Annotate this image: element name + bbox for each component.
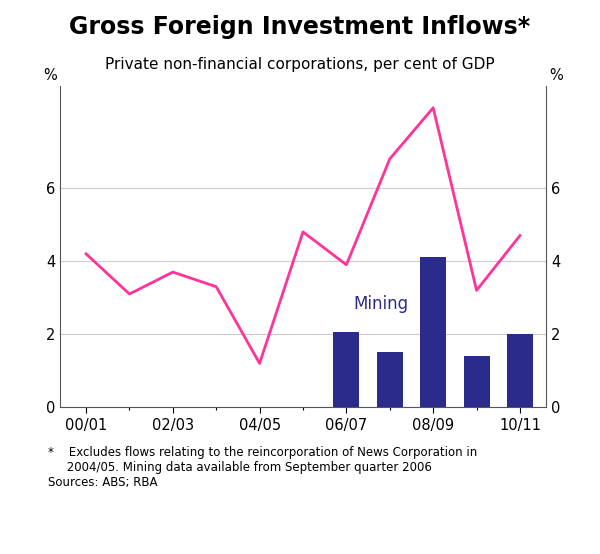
Bar [464, 356, 490, 407]
Bar [377, 352, 403, 407]
Bar [334, 332, 359, 407]
Text: Mining: Mining [353, 295, 408, 312]
Text: %: % [43, 68, 57, 83]
Text: Gross Foreign Investment Inflows*: Gross Foreign Investment Inflows* [70, 15, 530, 39]
Text: %: % [549, 68, 563, 83]
Text: *    Excludes flows relating to the reincorporation of News Corporation in
     : * Excludes flows relating to the reincor… [48, 446, 477, 489]
Text: Private non-financial corporations, per cent of GDP: Private non-financial corporations, per … [105, 57, 495, 72]
Bar [420, 258, 446, 407]
Bar [507, 334, 533, 407]
